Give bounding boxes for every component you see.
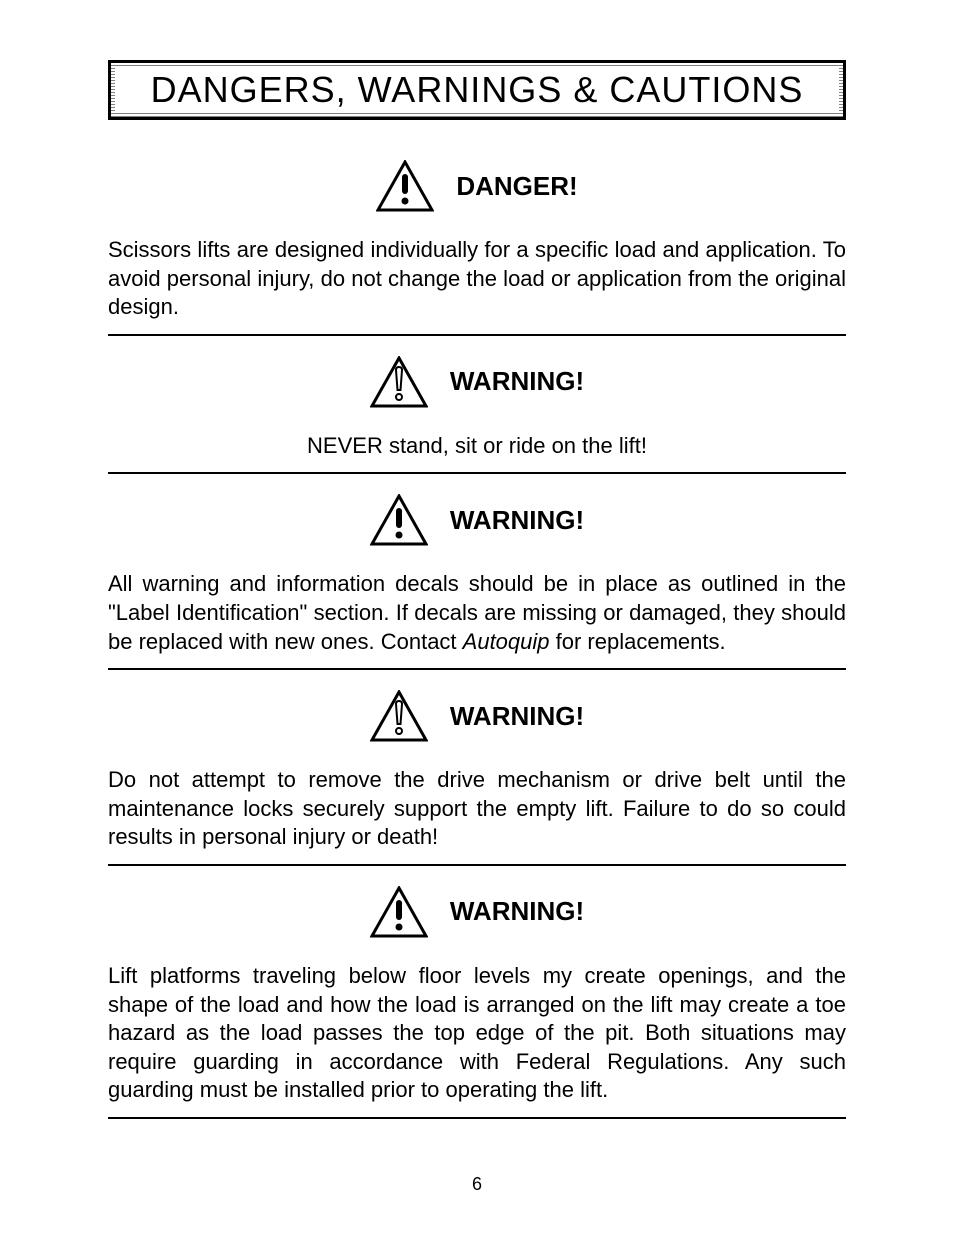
section-warning-2: WARNING! All warning and information dec…: [108, 494, 846, 656]
section-warning-4: WARNING! Lift platforms traveling below …: [108, 886, 846, 1105]
alert-header: WARNING!: [108, 494, 846, 546]
alert-label: WARNING!: [450, 896, 584, 927]
alert-header: WARNING!: [108, 356, 846, 408]
section-warning-3: WARNING! Do not attempt to remove the dr…: [108, 690, 846, 852]
alert-label: WARNING!: [450, 505, 584, 536]
warning-triangle-icon: [370, 690, 428, 742]
warning-triangle-icon: [370, 886, 428, 938]
alert-label: WARNING!: [450, 366, 584, 397]
section-divider: [108, 472, 846, 474]
warning-triangle-icon: [370, 356, 428, 408]
alert-header: WARNING!: [108, 690, 846, 742]
section-danger: DANGER! Scissors lifts are designed indi…: [108, 160, 846, 322]
section-body: Scissors lifts are designed individually…: [108, 236, 846, 322]
section-divider: [108, 334, 846, 336]
section-divider: [108, 1117, 846, 1119]
section-divider: [108, 864, 846, 866]
warning-triangle-icon: [370, 494, 428, 546]
alert-label: WARNING!: [450, 701, 584, 732]
text-suffix: for replacements.: [550, 629, 726, 654]
alert-header: WARNING!: [108, 886, 846, 938]
warning-triangle-icon: [376, 160, 434, 212]
page-title: DANGERS, WARNINGS & CAUTIONS: [115, 69, 839, 111]
section-body: All warning and information decals shoul…: [108, 570, 846, 656]
section-divider: [108, 668, 846, 670]
alert-label: DANGER!: [456, 171, 577, 202]
title-banner: DANGERS, WARNINGS & CAUTIONS: [108, 60, 846, 120]
section-body: Lift platforms traveling below floor lev…: [108, 962, 846, 1105]
alert-header: DANGER!: [108, 160, 846, 212]
section-body: NEVER stand, sit or ride on the lift!: [108, 432, 846, 461]
section-body: Do not attempt to remove the drive mecha…: [108, 766, 846, 852]
section-warning-1: WARNING! NEVER stand, sit or ride on the…: [108, 356, 846, 461]
page-number: 6: [0, 1174, 954, 1195]
text-italic: Autoquip: [463, 629, 550, 654]
title-inner: DANGERS, WARNINGS & CAUTIONS: [115, 67, 839, 113]
